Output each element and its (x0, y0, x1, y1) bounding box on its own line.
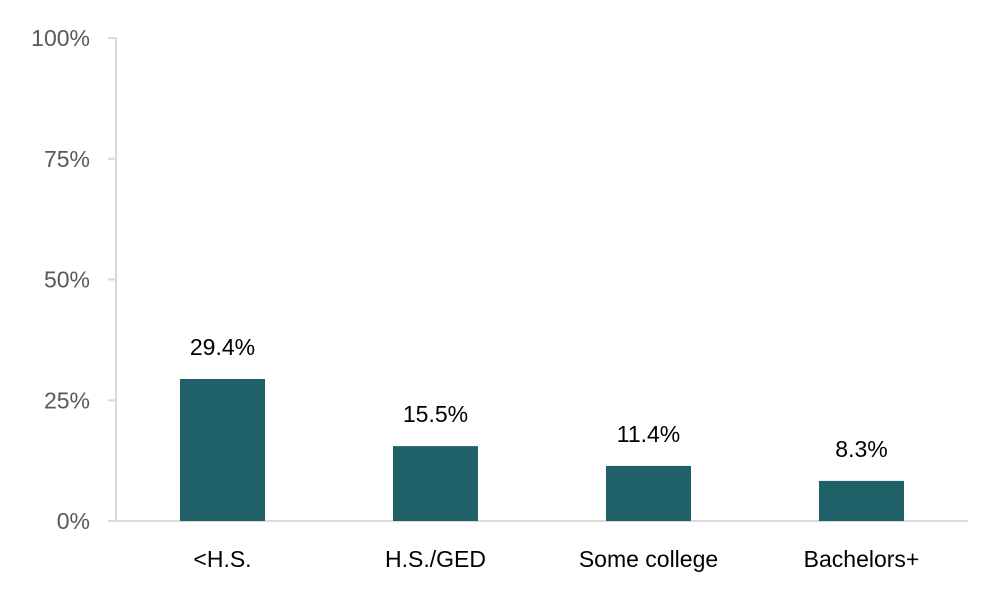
category-label: <H.S. (193, 546, 251, 572)
category-label: Bachelors+ (804, 546, 920, 572)
bar-value-label: 11.4% (617, 421, 681, 447)
bar (180, 378, 265, 521)
bar-value-label: 8.3% (835, 436, 887, 462)
y-tick-label: 0% (57, 508, 90, 534)
bar-value-label: 15.5% (403, 401, 468, 427)
y-tick-label: 100% (31, 25, 90, 51)
category-label: Some college (579, 546, 718, 572)
y-tick-label: 75% (44, 146, 90, 172)
bar-value-label: 29.4% (190, 334, 255, 360)
y-axis: 0% 25% 50% 75% 100% (31, 25, 117, 534)
bar (393, 446, 478, 521)
category-label: H.S./GED (385, 546, 486, 572)
bar (606, 465, 691, 521)
bar (819, 480, 904, 521)
data-labels: 29.4% 15.5% 11.4% 8.3% (190, 334, 888, 462)
bars (180, 378, 904, 521)
category-labels: <H.S. H.S./GED Some college Bachelors+ (193, 546, 919, 572)
y-tick-label: 50% (44, 267, 90, 293)
y-tick-label: 25% (44, 387, 90, 413)
